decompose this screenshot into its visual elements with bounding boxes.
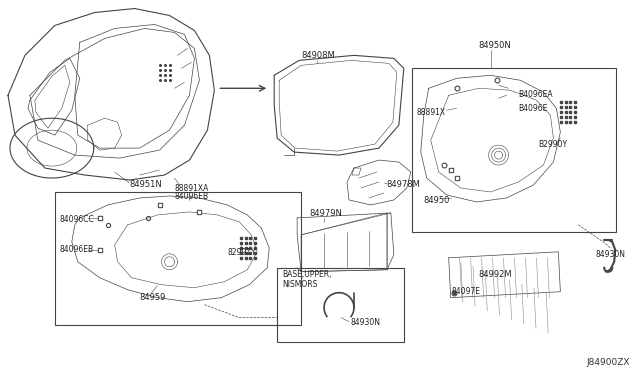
Text: B4096EA: B4096EA [518, 90, 553, 99]
Text: 84908M: 84908M [301, 51, 335, 60]
Bar [55, 192, 301, 325]
Text: 82991Y: 82991Y [227, 248, 256, 257]
Text: 84950N: 84950N [479, 41, 511, 50]
Text: BASE,UPPER,: BASE,UPPER, [282, 270, 332, 279]
Bar [412, 68, 616, 232]
Text: 84096EB: 84096EB [60, 245, 94, 254]
Text: 84959: 84959 [140, 293, 166, 302]
Text: 84930N: 84930N [595, 250, 625, 259]
Text: 84097E: 84097E [452, 287, 481, 296]
Bar [277, 268, 404, 341]
Text: 84950: 84950 [424, 196, 450, 205]
Text: 84096CC: 84096CC [60, 215, 95, 224]
Text: 84992M: 84992M [479, 270, 512, 279]
Text: 84930N: 84930N [351, 318, 381, 327]
Text: 84978M: 84978M [387, 180, 420, 189]
Text: 84096EB: 84096EB [175, 192, 209, 201]
Text: NISMORS: NISMORS [282, 280, 317, 289]
Text: J84900ZX: J84900ZX [586, 357, 630, 366]
Text: 84951N: 84951N [130, 180, 163, 189]
Text: B4096E: B4096E [518, 104, 548, 113]
Text: B2990Y: B2990Y [538, 140, 568, 149]
Text: 88891X: 88891X [417, 108, 446, 117]
Text: 88891XA: 88891XA [175, 184, 209, 193]
Text: 84979N: 84979N [309, 209, 342, 218]
